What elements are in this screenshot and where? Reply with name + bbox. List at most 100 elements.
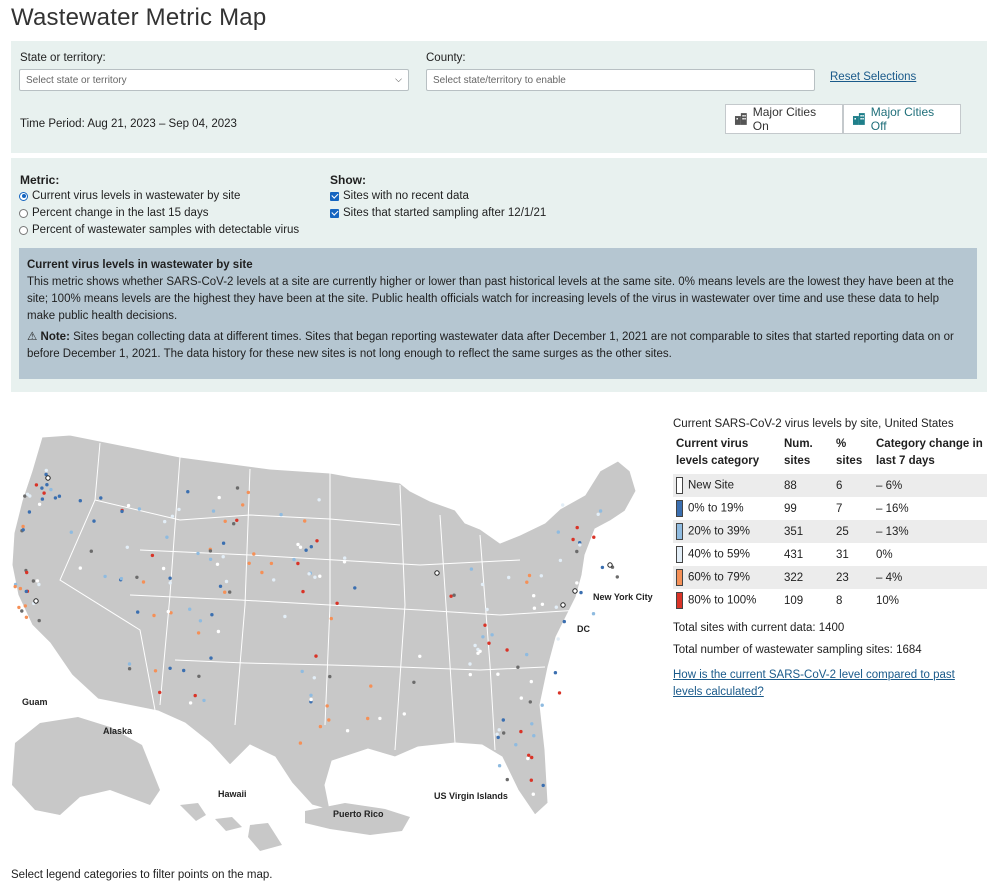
site-point[interactable] <box>378 716 382 721</box>
site-point[interactable] <box>216 629 221 634</box>
site-point[interactable] <box>558 558 563 563</box>
site-point[interactable] <box>126 503 131 508</box>
checkbox-checked[interactable] <box>330 191 339 201</box>
site-point[interactable] <box>37 582 41 587</box>
site-point[interactable] <box>69 530 74 534</box>
site-point[interactable] <box>526 756 530 761</box>
site-point[interactable] <box>228 590 232 594</box>
site-point[interactable] <box>89 549 94 553</box>
site-point[interactable] <box>594 572 598 576</box>
site-point[interactable] <box>17 605 21 610</box>
site-point[interactable] <box>235 486 240 490</box>
calculation-info-link[interactable]: How is the current SARS-CoV-2 level comp… <box>673 669 955 698</box>
site-point[interactable] <box>575 581 579 585</box>
site-point[interactable] <box>530 722 534 726</box>
site-point[interactable] <box>215 562 220 566</box>
site-point[interactable] <box>345 729 350 733</box>
site-point[interactable] <box>591 612 596 616</box>
site-point[interactable] <box>210 613 214 617</box>
site-point[interactable] <box>24 615 29 619</box>
legend-row-20-39[interactable]: 20% to 39% 351 25 – 13% <box>673 520 987 543</box>
site-point[interactable] <box>314 654 318 658</box>
site-point[interactable] <box>539 574 543 578</box>
site-point[interactable] <box>197 674 201 678</box>
site-point[interactable] <box>223 519 227 523</box>
site-point[interactable] <box>136 610 140 614</box>
site-point[interactable] <box>196 631 201 635</box>
site-point[interactable] <box>217 495 221 500</box>
site-point[interactable] <box>468 662 472 666</box>
site-point[interactable] <box>196 551 200 556</box>
site-point[interactable] <box>519 696 523 700</box>
site-point[interactable] <box>502 731 506 735</box>
site-point[interactable] <box>530 755 534 760</box>
site-point[interactable] <box>497 728 501 732</box>
legend-row-0-19[interactable]: 0% to 19% 99 7 – 16% <box>673 497 987 520</box>
site-point[interactable] <box>272 578 276 582</box>
site-point[interactable] <box>301 589 305 594</box>
site-point[interactable] <box>313 575 317 579</box>
site-point[interactable] <box>137 507 142 511</box>
site-point[interactable] <box>40 497 45 501</box>
site-point[interactable] <box>193 693 197 698</box>
site-point[interactable] <box>540 703 544 707</box>
site-point[interactable] <box>188 701 193 705</box>
site-point[interactable] <box>309 697 313 702</box>
site-point[interactable] <box>37 502 42 506</box>
site-point[interactable] <box>152 613 156 618</box>
site-point[interactable] <box>221 541 226 545</box>
site-point[interactable] <box>298 545 303 549</box>
site-point[interactable] <box>23 494 27 498</box>
site-point[interactable] <box>304 548 308 552</box>
site-point[interactable] <box>556 637 560 641</box>
site-point[interactable] <box>23 604 27 608</box>
site-point[interactable] <box>575 549 579 554</box>
site-point[interactable] <box>296 542 300 547</box>
site-point[interactable] <box>343 556 347 560</box>
site-point[interactable] <box>292 557 296 562</box>
site-point[interactable] <box>21 528 25 532</box>
show-option-new-sites[interactable]: Sites that started sampling after 12/1/2… <box>330 207 546 219</box>
checkbox-checked[interactable] <box>330 208 339 218</box>
site-point[interactable] <box>496 672 500 676</box>
site-point[interactable] <box>241 503 245 507</box>
site-point[interactable] <box>528 700 532 704</box>
site-point[interactable] <box>24 589 28 594</box>
site-point[interactable] <box>529 679 533 684</box>
site-point[interactable] <box>480 582 485 587</box>
metric-option-detectable[interactable]: Percent of wastewater samples with detec… <box>19 224 299 236</box>
site-point[interactable] <box>246 490 250 495</box>
site-point[interactable] <box>579 590 583 595</box>
site-point[interactable] <box>260 570 264 575</box>
site-point[interactable] <box>13 584 17 589</box>
site-point[interactable] <box>412 680 416 684</box>
county-select[interactable]: Select state/territory to enable <box>426 69 815 91</box>
site-point[interactable] <box>309 545 313 549</box>
site-point[interactable] <box>202 698 206 703</box>
site-point[interactable] <box>328 674 332 679</box>
site-point[interactable] <box>223 590 227 594</box>
site-point[interactable] <box>527 573 532 578</box>
site-point[interactable] <box>402 712 406 716</box>
site-point[interactable] <box>327 718 331 722</box>
site-point[interactable] <box>485 607 489 612</box>
site-point[interactable] <box>557 691 562 695</box>
show-option-no-recent[interactable]: Sites with no recent data <box>330 190 469 202</box>
radio[interactable] <box>19 225 28 235</box>
site-point[interactable] <box>525 652 529 657</box>
site-point[interactable] <box>541 783 545 788</box>
radio-selected[interactable] <box>19 191 28 201</box>
site-point[interactable] <box>497 764 502 768</box>
site-point[interactable] <box>235 518 239 522</box>
site-point[interactable] <box>487 641 491 645</box>
site-point[interactable] <box>490 633 494 637</box>
site-point[interactable] <box>525 580 529 584</box>
site-point[interactable] <box>342 560 347 564</box>
metric-option-percent-change[interactable]: Percent change in the last 15 days <box>19 207 208 219</box>
site-point[interactable] <box>571 537 575 542</box>
site-point[interactable] <box>40 486 44 490</box>
site-point[interactable] <box>478 649 482 653</box>
site-point[interactable] <box>25 570 29 575</box>
legend-row-60-79[interactable]: 60% to 79% 322 23 – 4% <box>673 566 987 589</box>
site-point[interactable] <box>208 557 213 561</box>
